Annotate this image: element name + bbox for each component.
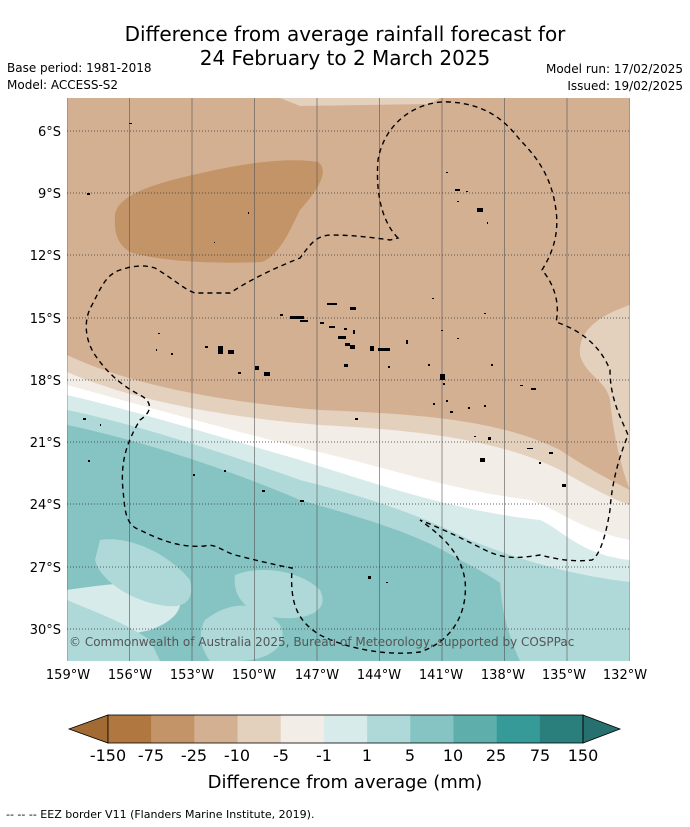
colorbar-cell xyxy=(237,715,282,743)
colorbar-tick: -75 xyxy=(138,746,164,765)
lon-label-144w: 144°W xyxy=(357,668,401,683)
colorbar: -150 -75 -25 -10 -5 -1 1 5 10 25 75 150 … xyxy=(67,714,622,793)
eez-border xyxy=(85,101,629,654)
anomaly-band-east-light xyxy=(579,305,630,490)
colorbar-tick: 1 xyxy=(362,746,372,765)
colorbar-tick: 10 xyxy=(443,746,463,765)
colorbar-tick: -1 xyxy=(316,746,332,765)
colorbar-cell xyxy=(151,715,195,743)
colorbar-tick: -150 xyxy=(90,746,126,765)
map-area: © Commonwealth of Australia 2025, Bureau… xyxy=(67,98,630,661)
lat-label-15s: 15°S xyxy=(30,312,61,327)
colorbar-cell xyxy=(280,715,325,743)
lat-label-24s: 24°S xyxy=(30,498,61,513)
lon-label-153w: 153°W xyxy=(170,668,214,683)
lon-label-156w: 156°W xyxy=(108,668,152,683)
lon-label-138w: 138°W xyxy=(481,668,525,683)
colorbar-cell xyxy=(367,715,411,743)
colorbar-title: Difference from average (mm) xyxy=(208,772,483,793)
colorbar-tick: -25 xyxy=(181,746,207,765)
anomaly-patch-sw-corner xyxy=(67,600,160,661)
title-line-2: 24 February to 2 March 2025 xyxy=(199,46,491,70)
anomaly-patch-south-light-2 xyxy=(234,570,323,619)
colorbar-cell xyxy=(194,715,238,743)
colorbar-tick: 25 xyxy=(486,746,506,765)
anomaly-patch-south-light xyxy=(200,605,283,661)
meta-left: Base period: 1981-2018 Model: ACCESS-S2 xyxy=(7,60,152,94)
lon-label-132w: 132°W xyxy=(603,668,647,683)
lat-label-30s: 30°S xyxy=(30,623,61,638)
colorbar-cell xyxy=(539,715,584,743)
lat-label-27s: 27°S xyxy=(30,561,61,576)
issued-date: Issued: 19/02/2025 xyxy=(567,79,683,93)
eez-footnote: -- -- -- EEZ border V11 (Flanders Marine… xyxy=(6,808,315,821)
meta-right: Model run: 17/02/2025 Issued: 19/02/2025 xyxy=(546,61,683,95)
colorbar-cell xyxy=(453,715,497,743)
anomaly-band-teal xyxy=(67,425,545,661)
lat-label-12s: 12°S xyxy=(30,249,61,264)
lat-label-18s: 18°S xyxy=(30,374,61,389)
colorbar-low-arrow xyxy=(67,714,109,744)
colorbar-tick-labels: -150 -75 -25 -10 -5 -1 1 5 10 25 75 150 xyxy=(90,746,598,765)
map-title: Difference from average rainfall forecas… xyxy=(0,22,690,70)
colorbar-cell xyxy=(410,715,454,743)
colorbar-tick: 150 xyxy=(568,746,599,765)
colorbar-tick: 5 xyxy=(405,746,415,765)
lat-label-6s: 6°S xyxy=(38,125,61,140)
base-period: Base period: 1981-2018 xyxy=(7,61,152,75)
anomaly-band-dark-blob xyxy=(114,160,323,263)
colorbar-frame xyxy=(107,714,584,744)
model-name: Model: ACCESS-S2 xyxy=(7,78,119,92)
lon-label-150w: 150°W xyxy=(232,668,276,683)
anomaly-band-top-light xyxy=(280,98,440,106)
latitude-labels: 6°S 9°S 12°S 15°S 18°S 21°S 24°S 27°S 30… xyxy=(30,125,61,638)
colorbar-cell xyxy=(108,715,152,743)
title-line-1: Difference from average rainfall forecas… xyxy=(124,22,566,46)
lon-label-147w: 147°W xyxy=(295,668,339,683)
lon-label-141w: 141°W xyxy=(419,668,463,683)
anomaly-patch-sw-light xyxy=(95,539,192,607)
lon-label-135w: 135°W xyxy=(542,668,586,683)
anomaly-patch-se-light xyxy=(500,575,630,661)
colorbar-cells xyxy=(108,715,584,743)
colorbar-tick: 75 xyxy=(530,746,550,765)
colorbar-tick: -5 xyxy=(273,746,289,765)
longitude-labels: 159°W 156°W 153°W 150°W 147°W 144°W 141°… xyxy=(46,668,647,683)
colorbar-cell xyxy=(496,715,541,743)
lat-label-9s: 9°S xyxy=(38,187,61,202)
lon-label-159w: 159°W xyxy=(46,668,90,683)
latitude-gridlines xyxy=(67,130,630,630)
colorbar-high-arrow xyxy=(582,714,622,744)
model-run: Model run: 17/02/2025 xyxy=(545,62,683,76)
colorbar-cell xyxy=(323,715,368,743)
colorbar-tick: -10 xyxy=(224,746,250,765)
lat-label-21s: 21°S xyxy=(30,436,61,451)
copyright-notice: © Commonwealth of Australia 2025, Bureau… xyxy=(69,635,574,649)
islands xyxy=(83,123,566,583)
